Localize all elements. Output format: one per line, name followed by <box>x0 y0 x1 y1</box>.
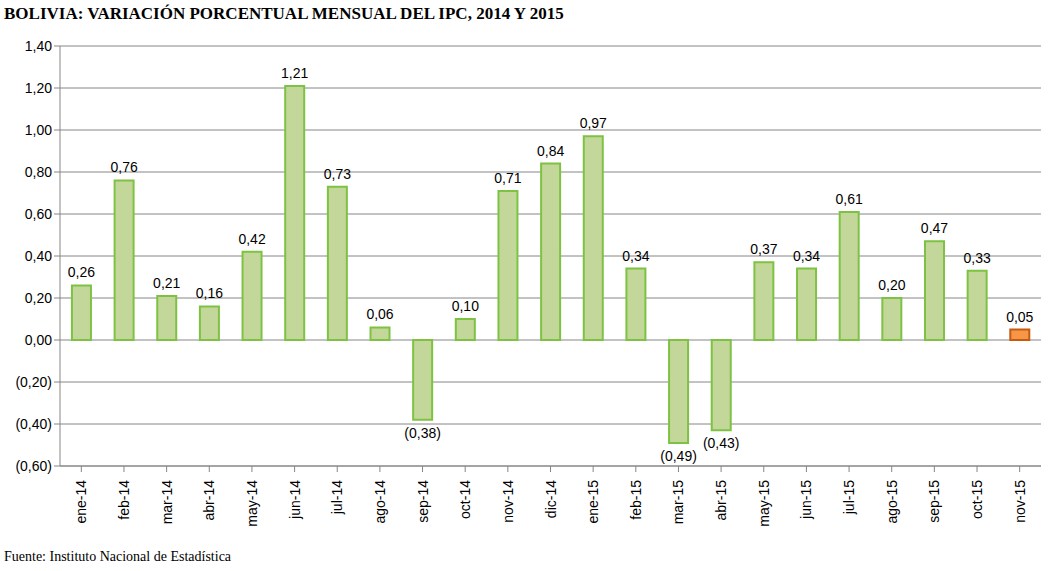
svg-text:0,10: 0,10 <box>452 298 479 314</box>
svg-text:0,21: 0,21 <box>153 275 180 291</box>
svg-text:1,40: 1,40 <box>25 38 52 54</box>
svg-text:jul-15: jul-15 <box>841 480 857 515</box>
svg-text:0,61: 0,61 <box>836 191 863 207</box>
svg-text:0,20: 0,20 <box>25 290 52 306</box>
svg-text:ago-15: ago-15 <box>884 480 900 524</box>
svg-text:abr-14: abr-14 <box>201 480 217 521</box>
html-text:Fuente: Instituto Nacional de: Fuente: Instituto Nacional de Estadístic… <box>4 549 232 564</box>
svg-text:nov-15: nov-15 <box>1012 480 1028 523</box>
svg-text:0,80: 0,80 <box>25 164 52 180</box>
svg-text:oct-15: oct-15 <box>969 480 985 519</box>
svg-text:0,60: 0,60 <box>25 206 52 222</box>
svg-text:(0,49): (0,49) <box>660 448 697 464</box>
svg-text:0,76: 0,76 <box>110 159 137 175</box>
svg-text:1,20: 1,20 <box>25 80 52 96</box>
svg-text:jun-14: jun-14 <box>287 480 303 520</box>
svg-text:nov-14: nov-14 <box>500 480 516 523</box>
svg-text:ene-14: ene-14 <box>73 480 89 524</box>
svg-text:(0,20): (0,20) <box>15 374 52 390</box>
svg-text:0,26: 0,26 <box>68 264 95 280</box>
svg-text:jul-14: jul-14 <box>329 480 345 515</box>
svg-text:may-14: may-14 <box>244 480 260 527</box>
svg-text:0,42: 0,42 <box>238 231 265 247</box>
svg-text:abr-15: abr-15 <box>713 480 729 521</box>
svg-text:0,97: 0,97 <box>580 115 607 131</box>
svg-text:ago-14: ago-14 <box>372 480 388 524</box>
svg-text:jun-15: jun-15 <box>798 480 814 520</box>
html-text:BOLIVIA: VARIACIÓN PORCENTUAL: BOLIVIA: VARIACIÓN PORCENTUAL MENSUAL DE… <box>4 4 564 23</box>
svg-text:(0,40): (0,40) <box>15 416 52 432</box>
svg-text:0,20: 0,20 <box>878 277 905 293</box>
svg-text:mar-15: mar-15 <box>670 480 686 525</box>
svg-text:ene-15: ene-15 <box>585 480 601 524</box>
svg-text:1,21: 1,21 <box>281 65 308 81</box>
svg-text:feb-14: feb-14 <box>116 480 132 520</box>
svg-text:(0,43): (0,43) <box>703 435 740 451</box>
svg-text:(0,38): (0,38) <box>404 425 441 441</box>
svg-text:1,00: 1,00 <box>25 122 52 138</box>
svg-text:0,40: 0,40 <box>25 248 52 264</box>
svg-text:0,16: 0,16 <box>196 285 223 301</box>
svg-text:sep-15: sep-15 <box>926 480 942 523</box>
svg-text:feb-15: feb-15 <box>628 480 644 520</box>
svg-text:0,37: 0,37 <box>750 241 777 257</box>
svg-text:0,00: 0,00 <box>25 332 52 348</box>
svg-text:0,73: 0,73 <box>324 166 351 182</box>
svg-text:0,71: 0,71 <box>494 170 521 186</box>
svg-text:mar-14: mar-14 <box>159 480 175 525</box>
svg-text:0,05: 0,05 <box>1006 309 1033 325</box>
svg-text:0,47: 0,47 <box>921 220 948 236</box>
svg-text:oct-14: oct-14 <box>457 480 473 519</box>
svg-text:0,33: 0,33 <box>964 250 991 266</box>
svg-text:(0,60): (0,60) <box>15 458 52 474</box>
svg-text:0,34: 0,34 <box>622 248 649 264</box>
svg-text:dic-14: dic-14 <box>543 480 559 518</box>
svg-text:may-15: may-15 <box>756 480 772 527</box>
svg-text:0,06: 0,06 <box>366 306 393 322</box>
svg-text:0,84: 0,84 <box>537 143 564 159</box>
svg-text:0,34: 0,34 <box>793 248 820 264</box>
svg-text:sep-14: sep-14 <box>415 480 431 523</box>
